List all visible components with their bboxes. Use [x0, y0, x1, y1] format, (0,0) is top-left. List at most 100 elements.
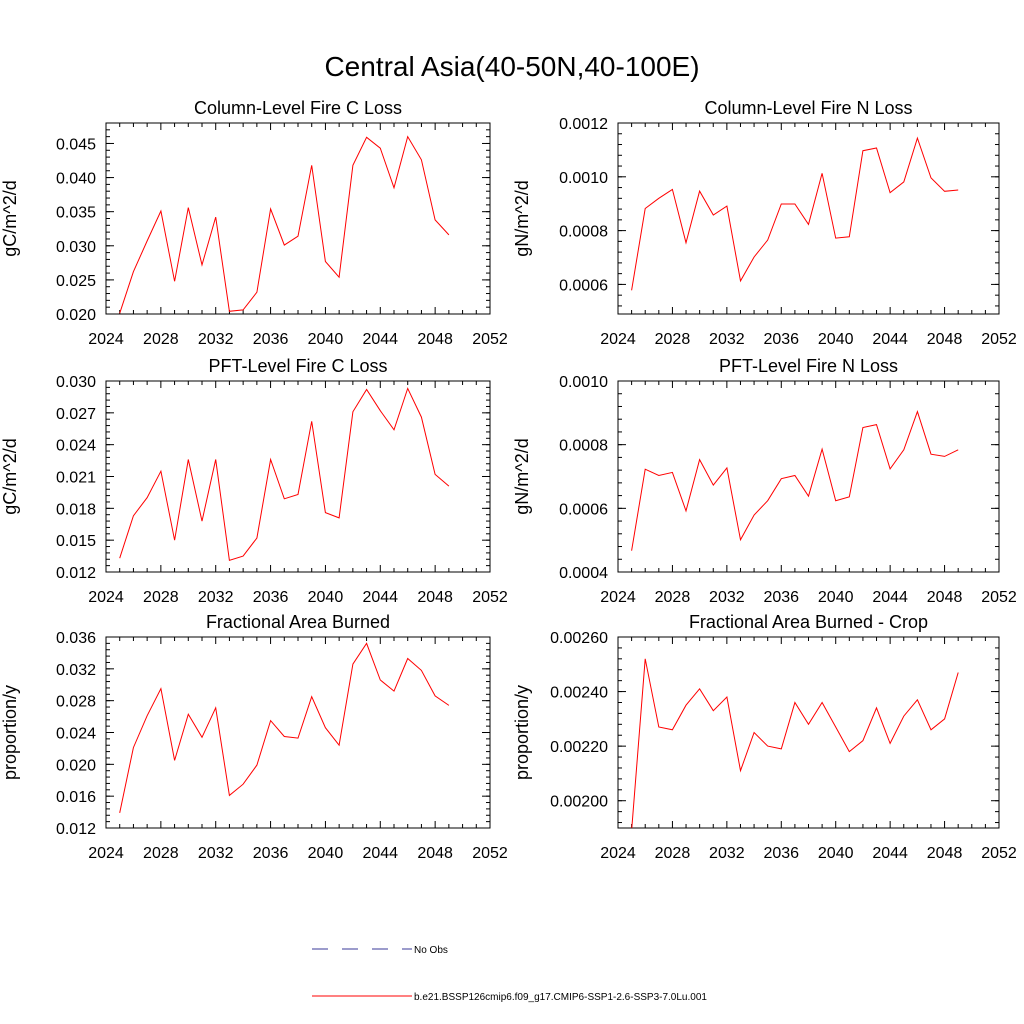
- series-line: [119, 387, 450, 561]
- panel-2: Column-Level Fire N Loss 2024 2028 2032 2036…: [512, 98, 1017, 348]
- series-line: [119, 642, 450, 814]
- panel-6: Fractional Area Burned - Crop 2024 2028 203…: [512, 612, 1017, 862]
- x-tick-label: 2024: [88, 589, 124, 606]
- x-tick-label: 2036: [253, 331, 289, 348]
- panel-4: PFT-Level Fire N Loss 2024 2028 2032 2036 204…: [512, 356, 1017, 606]
- y-tick-label: 0.045: [56, 136, 96, 153]
- y-tick-label: 0.024: [56, 726, 96, 743]
- plot-frame: [617, 122, 1000, 315]
- y-axis-label: proportion/y: [512, 685, 532, 780]
- legend-model-label: b.e21.BSSP126cmip6.f09_g17.CMIP6-SSP1-2.…: [414, 992, 707, 1003]
- y-tick-label: 0.024: [56, 438, 96, 455]
- y-tick-label: 0.00240: [550, 685, 608, 702]
- panel-title: Fractional Area Burned: [206, 612, 390, 632]
- x-tick-label: 2036: [763, 589, 799, 606]
- panel-title: PFT-Level Fire C Loss: [208, 356, 387, 376]
- y-tick-label: 0.025: [56, 273, 96, 290]
- series-line: [631, 410, 959, 551]
- legend-obs-label: No Obs: [414, 945, 448, 956]
- panel-1: Column-Level Fire C Loss 2024 2028 2032 2036…: [0, 98, 508, 348]
- y-tick-label: 0.030: [56, 374, 96, 391]
- x-tick-label: 2036: [763, 331, 799, 348]
- y-tick-label: 0.036: [56, 630, 96, 647]
- x-tick-label: 2028: [143, 589, 179, 606]
- y-tick-label: 0.00200: [550, 794, 608, 811]
- x-tick-label: 2048: [927, 845, 963, 862]
- x-tick-label: 2048: [417, 331, 453, 348]
- panel-title: PFT-Level Fire N Loss: [719, 356, 898, 376]
- x-tick-label: 2052: [981, 845, 1017, 862]
- panels: Column-Level Fire C Loss 2024 2028 2032 2036…: [0, 98, 1017, 862]
- x-tick-label: 2044: [872, 845, 908, 862]
- x-tick-label: 2036: [763, 845, 799, 862]
- y-tick-label: 0.0010: [559, 170, 608, 187]
- y-tick-label: 0.020: [56, 757, 96, 774]
- x-tick-label: 2028: [143, 331, 179, 348]
- x-tick-label: 2044: [362, 845, 398, 862]
- y-tick-label: 0.00260: [550, 630, 608, 647]
- panel-title: Fractional Area Burned - Crop: [689, 612, 928, 632]
- x-tick-label: 2048: [927, 589, 963, 606]
- x-tick-label: 2036: [253, 589, 289, 606]
- x-tick-label: 2024: [600, 845, 636, 862]
- x-tick-label: 2032: [198, 845, 234, 862]
- x-tick-label: 2040: [308, 845, 344, 862]
- plot-frame: [617, 380, 1000, 573]
- y-tick-label: 0.018: [56, 501, 96, 518]
- x-tick-label: 2024: [600, 589, 636, 606]
- plot-frame: [105, 380, 491, 573]
- y-axis-label: gN/m^2/d: [512, 180, 532, 256]
- x-tick-label: 2044: [362, 589, 398, 606]
- x-tick-label: 2052: [472, 845, 508, 862]
- x-tick-label: 2048: [417, 845, 453, 862]
- y-tick-label: 0.0008: [559, 224, 608, 241]
- figure-title: Central Asia(40-50N,40-100E): [324, 51, 699, 82]
- y-tick-label: 0.0012: [559, 116, 608, 133]
- y-tick-label: 0.016: [56, 789, 96, 806]
- panel-3: PFT-Level Fire C Loss 2024 2028 2032 2036 204…: [0, 356, 508, 606]
- x-tick-label: 2052: [981, 331, 1017, 348]
- x-tick-label: 2028: [655, 589, 691, 606]
- y-tick-label: 0.032: [56, 662, 96, 679]
- x-tick-label: 2044: [872, 331, 908, 348]
- x-tick-label: 2052: [981, 589, 1017, 606]
- y-tick-label: 0.028: [56, 694, 96, 711]
- x-tick-label: 2032: [709, 589, 745, 606]
- y-tick-label: 0.0006: [559, 277, 608, 294]
- x-tick-label: 2048: [417, 589, 453, 606]
- plot-frame: [105, 636, 491, 829]
- y-axis-label: gC/m^2/d: [0, 438, 20, 514]
- x-tick-label: 2044: [872, 589, 908, 606]
- x-tick-label: 2032: [709, 845, 745, 862]
- x-tick-label: 2044: [362, 331, 398, 348]
- panel-5: Fractional Area Burned 2024 2028 2032 2036 20…: [0, 612, 508, 862]
- x-tick-label: 2024: [600, 331, 636, 348]
- y-tick-label: 0.015: [56, 533, 96, 550]
- x-tick-label: 2052: [472, 331, 508, 348]
- y-tick-label: 0.0008: [559, 438, 608, 455]
- y-tick-label: 0.012: [56, 565, 96, 582]
- series-line: [631, 136, 959, 291]
- y-tick-label: 0.0006: [559, 501, 608, 518]
- y-axis-label: proportion/y: [0, 685, 20, 780]
- x-tick-label: 2024: [88, 845, 124, 862]
- x-tick-label: 2040: [818, 331, 854, 348]
- plot-frame: [617, 636, 1000, 829]
- x-tick-label: 2032: [198, 331, 234, 348]
- x-tick-label: 2024: [88, 331, 124, 348]
- y-tick-label: 0.040: [56, 171, 96, 188]
- x-tick-label: 2028: [655, 845, 691, 862]
- y-tick-label: 0.0004: [559, 565, 608, 582]
- x-tick-label: 2028: [143, 845, 179, 862]
- x-tick-label: 2032: [709, 331, 745, 348]
- series-line: [631, 658, 959, 828]
- x-tick-label: 2048: [927, 331, 963, 348]
- y-axis-label: gN/m^2/d: [512, 438, 532, 514]
- plot-frame: [105, 122, 491, 315]
- x-tick-label: 2028: [655, 331, 691, 348]
- y-tick-label: 0.027: [56, 406, 96, 423]
- legend: No Obs b.e21.BSSP126cmip6.f09_g17.CMIP6-…: [312, 945, 707, 1003]
- x-tick-label: 2040: [308, 331, 344, 348]
- x-tick-label: 2032: [198, 589, 234, 606]
